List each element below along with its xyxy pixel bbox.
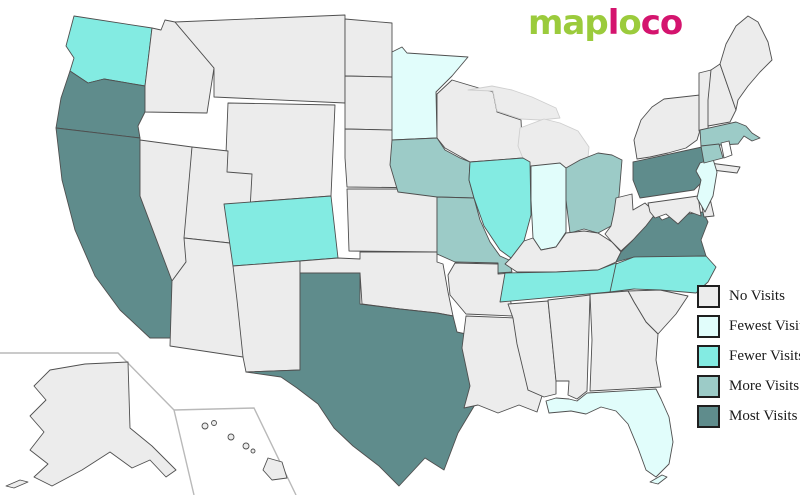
state-florida-keys[interactable] <box>649 474 668 485</box>
state-hawaii-island-3[interactable] <box>227 433 235 441</box>
legend-row-fewer-visits: Fewer Visits <box>697 345 800 368</box>
legend-row-more-visits: More Visits <box>697 375 800 398</box>
state-indiana[interactable] <box>530 162 567 251</box>
most-visits-swatch <box>697 405 720 428</box>
state-north-dakota[interactable] <box>344 18 393 78</box>
state-georgia[interactable] <box>589 290 662 392</box>
state-maine[interactable] <box>719 15 773 111</box>
state-texas[interactable] <box>245 272 498 487</box>
fewer-visits-swatch <box>697 345 720 368</box>
legend-row-no-visits: No Visits <box>697 285 800 308</box>
state-hawaii-island-2[interactable] <box>211 420 217 426</box>
maploco-logo[interactable]: maploco <box>528 3 684 43</box>
state-alaska[interactable] <box>29 361 177 487</box>
state-oregon[interactable] <box>55 70 146 139</box>
state-maryland[interactable] <box>647 195 702 225</box>
state-alabama[interactable] <box>547 294 591 400</box>
state-washington[interactable] <box>65 15 153 87</box>
state-connecticut[interactable] <box>700 143 724 164</box>
no-visits-swatch <box>697 285 720 308</box>
state-montana[interactable] <box>174 14 346 104</box>
state-hawaii-island-1[interactable] <box>201 422 209 430</box>
logo-text-co: co <box>640 3 684 43</box>
logo-text-map: map <box>528 3 609 43</box>
fewest-visits-swatch <box>697 315 720 338</box>
state-arkansas[interactable] <box>447 262 514 317</box>
state-colorado[interactable] <box>223 195 339 267</box>
state-hawaii-island-4[interactable] <box>242 442 250 450</box>
hawaii-inset-border <box>173 407 297 495</box>
state-rhode-island[interactable] <box>720 140 733 159</box>
state-oklahoma[interactable] <box>299 251 454 317</box>
fewest-visits-label: Fewest Visits <box>729 318 800 334</box>
state-alaska-aleutians[interactable] <box>5 479 29 489</box>
state-hawaii-big-island[interactable] <box>262 457 288 481</box>
logo-globe-o-icon: o <box>618 3 641 43</box>
state-michigan-upper-peninsula[interactable] <box>467 85 561 121</box>
state-hawaii-island-5[interactable] <box>250 448 256 454</box>
logo-text-l: l <box>607 3 620 43</box>
state-new-jersey[interactable] <box>695 158 718 213</box>
state-west-virginia[interactable] <box>604 193 657 252</box>
state-florida[interactable] <box>545 388 674 478</box>
legend-row-fewest-visits: Fewest Visits <box>697 315 800 338</box>
fewer-visits-label: Fewer Visits <box>729 348 800 364</box>
state-wisconsin[interactable] <box>436 79 524 163</box>
alaska-inset-border <box>0 352 195 495</box>
legend-row-most-visits: Most Visits <box>697 405 800 428</box>
no-visits-label: No Visits <box>729 288 785 304</box>
state-new-mexico[interactable] <box>232 260 301 373</box>
map-legend: No Visits Fewest Visits Fewer Visits Mor… <box>697 285 800 428</box>
more-visits-label: More Visits <box>729 378 800 394</box>
state-south-dakota[interactable] <box>344 75 393 131</box>
most-visits-label: Most Visits <box>729 408 798 424</box>
state-kansas[interactable] <box>346 188 438 253</box>
state-north-carolina[interactable] <box>609 255 717 294</box>
more-visits-swatch <box>697 375 720 398</box>
